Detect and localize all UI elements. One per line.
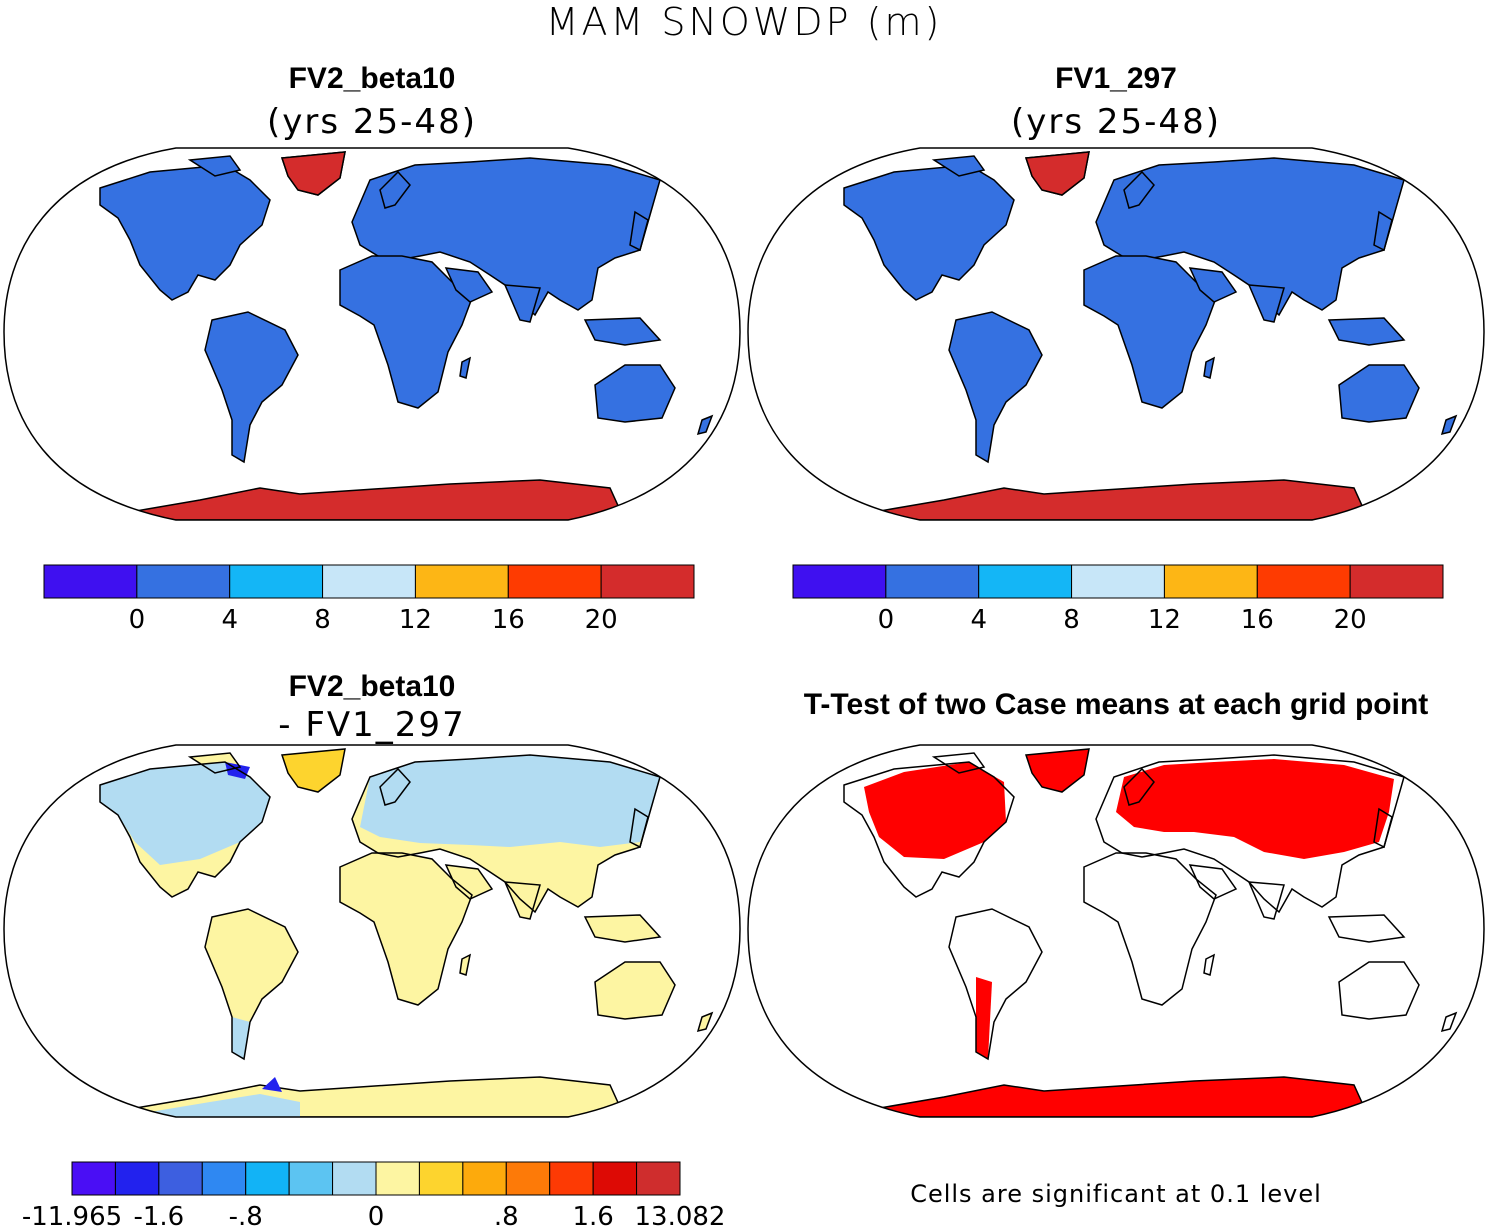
panel-1-subtitle: (yrs 25-48): [267, 102, 477, 142]
colorbar-swatch: [245, 1161, 290, 1196]
colorbar-swatch: [978, 564, 1073, 599]
colorbar-tick-label: 8: [314, 605, 331, 635]
colorbar-tick-label: 13.082: [635, 1202, 726, 1227]
colorbar-swatch: [507, 564, 602, 599]
panel-2-map: [747, 147, 1485, 521]
panel-1-map: [3, 147, 741, 521]
colorbar-tick-label: 0: [878, 605, 895, 635]
colorbar-tick-label: -11.965: [22, 1202, 122, 1227]
figure-title: MAM SNOWDP (m): [545, 0, 943, 44]
colorbar-tick-label: -1.6: [133, 1202, 184, 1227]
significance-note: Cells are significant at 0.1 level: [910, 1180, 1322, 1208]
colorbar-tick-label: 16: [1241, 605, 1274, 635]
colorbar-tick-label: 8: [1063, 605, 1080, 635]
colorbar-swatch: [418, 1161, 464, 1196]
colorbar-swatch: [158, 1161, 203, 1196]
colorbar-swatch: [375, 1161, 420, 1196]
panel-3-title: FV2_beta10: [288, 670, 456, 703]
colorbar-tick-label: 0: [368, 1202, 385, 1227]
colorbar-swatch: [549, 1161, 594, 1196]
colorbar-swatch: [600, 564, 695, 599]
colorbar-swatch: [1349, 564, 1444, 599]
colorbar-tick-label: 20: [1334, 605, 1367, 635]
panel-1-title: FV2_beta10: [288, 62, 456, 95]
colorbar-swatch: [1071, 564, 1165, 599]
colorbar-swatch: [1163, 564, 1258, 599]
colorbar-swatch: [71, 1161, 116, 1196]
colorbar-tick-label: -.8: [229, 1202, 263, 1227]
colorbar-swatch: [322, 564, 416, 599]
colorbar-swatch: [505, 1161, 551, 1196]
panel-4-map: [747, 744, 1485, 1118]
colorbar-swatch: [636, 1161, 681, 1196]
colorbar-swatch: [288, 1161, 334, 1196]
colorbar-tick-label: 1.6: [572, 1202, 613, 1227]
colorbar-panel-3: -11.965 -1.6 -.8 0 .8 1.6 13.082: [22, 1161, 726, 1227]
colorbar-tick-label: 20: [585, 605, 618, 635]
colorbar-panel-1: 0 4 8 12 16 20: [43, 564, 695, 635]
colorbar-swatch: [114, 1161, 160, 1196]
colorbar-swatch: [462, 1161, 507, 1196]
colorbar-swatch: [136, 564, 231, 599]
colorbar-tick-label: 4: [221, 605, 238, 635]
colorbar-tick-label: 12: [399, 605, 432, 635]
colorbar-swatch: [43, 564, 138, 599]
colorbar-swatch: [414, 564, 509, 599]
colorbar-swatch: [885, 564, 980, 599]
colorbar-tick-label: 16: [492, 605, 525, 635]
panel-4-title: T-Test of two Case means at each grid po…: [803, 688, 1429, 721]
colorbar-swatch: [592, 1161, 638, 1196]
panel-2-title: FV1_297: [1055, 62, 1177, 95]
colorbar-tick-label: 0: [129, 605, 146, 635]
panel-2-subtitle: (yrs 25-48): [1011, 102, 1221, 142]
colorbar-tick-label: 12: [1148, 605, 1181, 635]
colorbar-swatch: [229, 564, 324, 599]
colorbar-swatch: [1256, 564, 1351, 599]
colorbar-panel-2: 0 4 8 12 16 20: [792, 564, 1444, 635]
colorbar-swatch: [332, 1161, 377, 1196]
colorbar-swatch: [792, 564, 887, 599]
colorbar-tick-label: 4: [970, 605, 987, 635]
colorbar-swatch: [201, 1161, 247, 1196]
colorbar-tick-label: .8: [494, 1202, 519, 1227]
panel-3-map: [3, 744, 741, 1118]
panel-3-subtitle: - FV1_297: [278, 705, 466, 745]
